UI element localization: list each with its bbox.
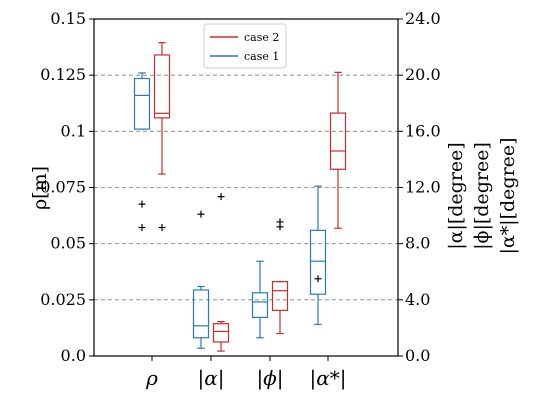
- y-axis-right-label-alpha: |α|[degree]: [445, 142, 467, 250]
- box-case1-2: [251, 260, 269, 339]
- y-left-tick-label: 0.15: [50, 9, 86, 28]
- y-right-tick-label: 20.0: [405, 65, 441, 84]
- y-left-tick-label: 0.0: [61, 346, 86, 365]
- y-right-tick-label: 8.0: [405, 234, 430, 253]
- grid-layer: [94, 74, 398, 301]
- y-axis-right-label-phi: |ϕ|[degree]: [471, 142, 493, 250]
- y-axis-left-label: ρ[m]: [29, 166, 51, 210]
- y-right-tick-label: 4.0: [405, 290, 430, 309]
- y-left-tick-label: 0.05: [50, 234, 86, 253]
- outlier-marker: [314, 275, 322, 283]
- outlier-marker: [276, 223, 284, 231]
- outlier-marker: [138, 200, 146, 208]
- box-iqr: [251, 292, 269, 318]
- y-left-tick-label: 0.075: [40, 178, 86, 197]
- outlier-marker: [217, 193, 225, 201]
- x-tick-label: |α*|: [310, 366, 347, 391]
- x-tick-label: ρ: [145, 366, 158, 390]
- box-case1-3: [309, 185, 327, 326]
- y-left-tick-label: 0.025: [40, 290, 86, 309]
- outlier-marker: [197, 210, 205, 218]
- legend-label-case2: case 2: [244, 31, 279, 44]
- box-iqr: [329, 112, 347, 170]
- box-iqr: [271, 280, 289, 311]
- box-case2-0: [153, 41, 171, 231]
- y-left-tick-label: 0.125: [40, 65, 86, 84]
- y-right-tick-label: 12.0: [405, 178, 441, 197]
- box-layer: [133, 41, 347, 352]
- y-axis-right-label-alpha-star: |α*|[degree]: [497, 137, 519, 254]
- outlier-marker: [158, 223, 166, 231]
- box-iqr: [309, 229, 327, 295]
- box-case2-3: [329, 71, 347, 229]
- outlier-marker: [138, 223, 146, 231]
- box-iqr: [133, 77, 151, 130]
- y-right-tick-label: 0.0: [405, 346, 430, 365]
- y-right-tick-label: 24.0: [405, 9, 441, 28]
- box-case2-2: [271, 280, 289, 335]
- x-tick-label: |ϕ|: [256, 366, 283, 391]
- y-right-tick-label: 16.0: [405, 121, 441, 140]
- box-case1-1: [192, 285, 210, 349]
- y-left-tick-label: 0.1: [61, 121, 86, 140]
- box-iqr: [153, 54, 171, 119]
- x-tick-label: |α|: [198, 366, 225, 391]
- box-case1-0: [133, 72, 151, 231]
- legend-frame: [203, 23, 287, 69]
- box-iqr: [212, 323, 230, 343]
- box-case2-1: [212, 320, 230, 352]
- box-iqr: [192, 289, 210, 339]
- tick-layer: 0.0 0.025 0.05 0.075 0.1 0.125 0.15 0.0 4.0 8.0 12…: [40, 9, 440, 391]
- legend: case 2 case 1: [203, 23, 287, 69]
- legend-label-case1: case 1: [244, 50, 279, 63]
